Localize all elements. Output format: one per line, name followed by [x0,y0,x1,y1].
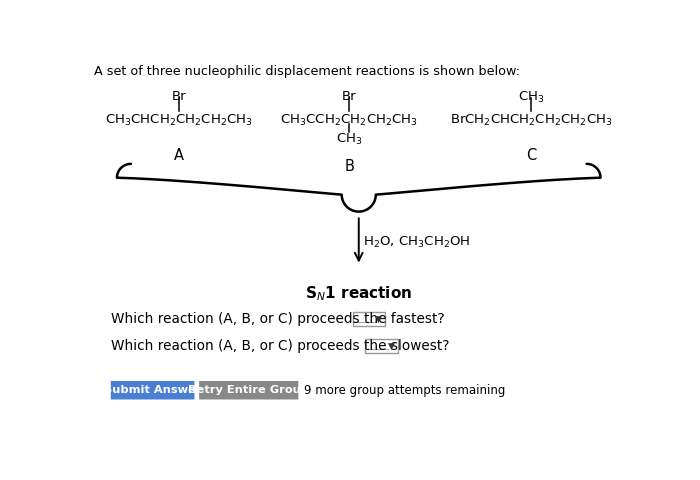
Text: Which reaction (A, B, or C) proceeds the fastest?: Which reaction (A, B, or C) proceeds the… [111,312,444,326]
Text: Submit Answer: Submit Answer [104,385,202,395]
Text: B: B [344,159,354,174]
Text: BrCH$_2$CHCH$_2$CH$_2$CH$_2$CH$_3$: BrCH$_2$CHCH$_2$CH$_2$CH$_2$CH$_3$ [449,113,612,128]
FancyBboxPatch shape [199,381,298,399]
Text: Br: Br [172,90,186,103]
Text: C: C [526,148,536,164]
FancyBboxPatch shape [353,312,385,326]
Text: Br: Br [342,90,357,103]
Text: CH$_3$: CH$_3$ [336,132,363,147]
Text: Retry Entire Group: Retry Entire Group [188,385,309,395]
Text: CH$_3$: CH$_3$ [517,90,544,105]
Text: ▼: ▼ [388,342,395,351]
Text: CH$_3$CHCH$_2$CH$_2$CH$_2$CH$_3$: CH$_3$CHCH$_2$CH$_2$CH$_2$CH$_3$ [105,113,253,128]
FancyBboxPatch shape [111,381,195,399]
Text: CH$_3$CCH$_2$CH$_2$CH$_2$CH$_3$: CH$_3$CCH$_2$CH$_2$CH$_2$CH$_3$ [281,113,419,128]
Text: A: A [174,148,184,164]
Text: ▼: ▼ [375,315,382,324]
Text: A set of three nucleophilic displacement reactions is shown below:: A set of three nucleophilic displacement… [94,65,519,78]
Text: 9 more group attempts remaining: 9 more group attempts remaining [304,384,506,397]
Text: Which reaction (A, B, or C) proceeds the slowest?: Which reaction (A, B, or C) proceeds the… [111,339,449,353]
FancyBboxPatch shape [365,339,398,353]
Text: S$_N$1 reaction: S$_N$1 reaction [305,285,412,303]
Text: H$_2$O, CH$_3$CH$_2$OH: H$_2$O, CH$_3$CH$_2$OH [363,235,471,250]
